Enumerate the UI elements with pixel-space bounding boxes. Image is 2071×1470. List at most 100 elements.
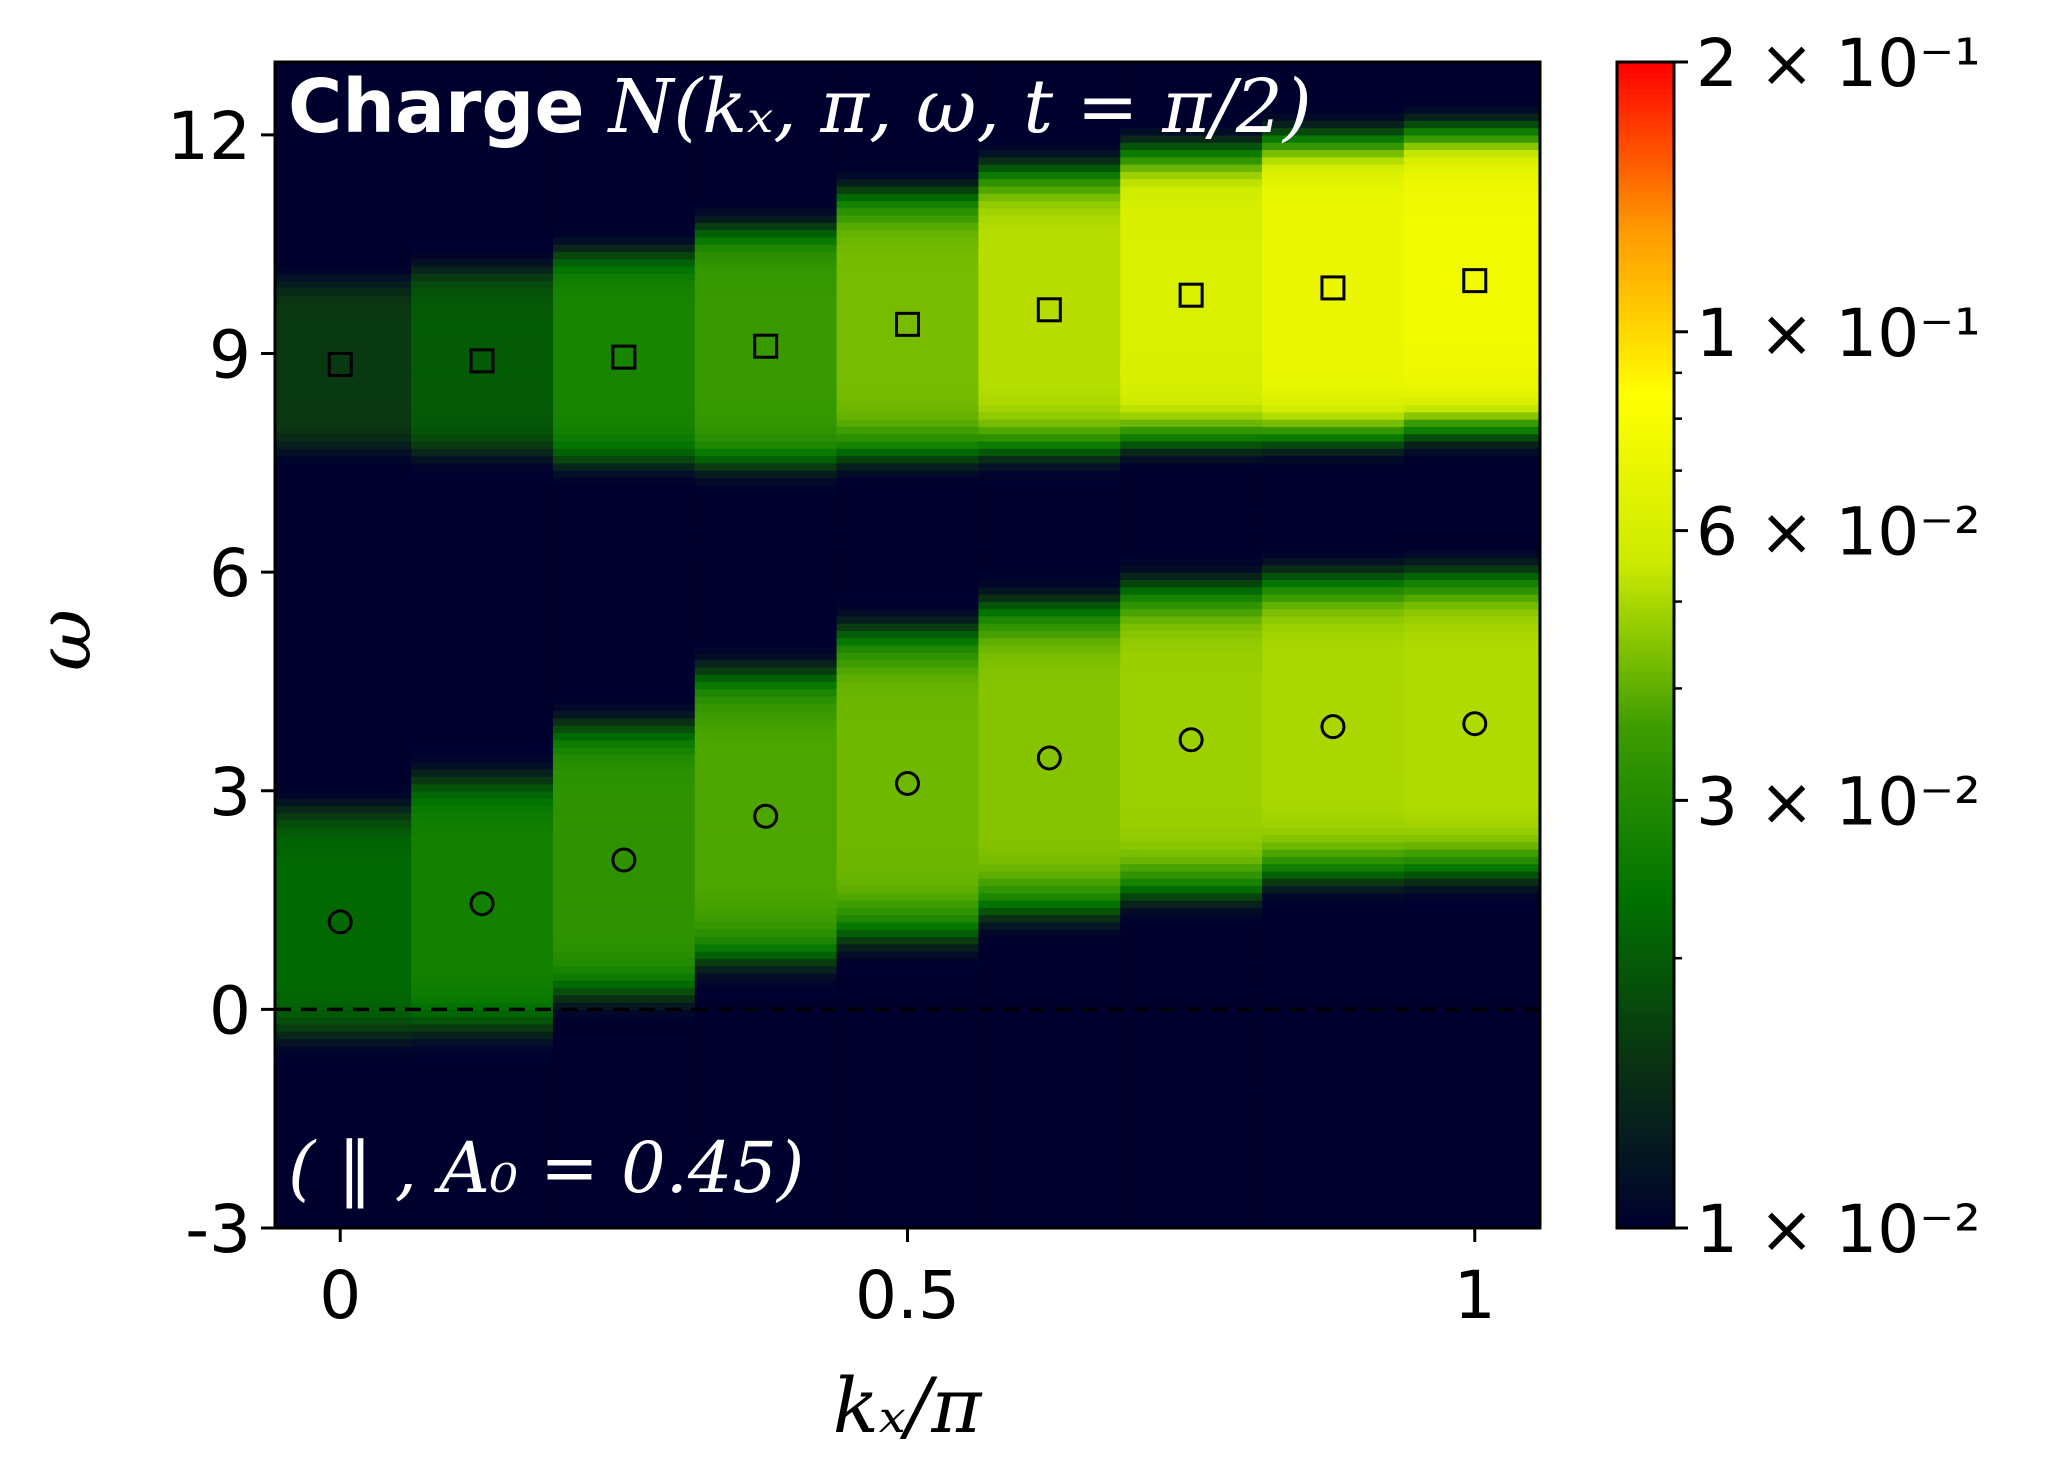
heatmap-cell [1403,1162,1540,1171]
heatmap-cell [1120,601,1263,610]
heatmap-cell [978,1220,1121,1228]
heatmap-cell [1262,426,1405,435]
heatmap-cell [836,827,980,836]
colorbar-strip [1617,470,1674,476]
circle-marker [753,803,779,829]
heatmap-cell [1403,696,1540,704]
heatmap-cell [1120,375,1263,384]
heatmap-cell [1403,659,1540,668]
colorbar-strip [1617,464,1674,471]
colorbar-strip [1617,486,1674,492]
heatmap-cell [1403,295,1540,304]
heatmap-cell [552,652,696,661]
heatmap-cell [1120,623,1263,632]
heatmap-cell [836,462,980,471]
heatmap-cell [275,841,412,850]
heatmap-cell [836,586,980,595]
heatmap-cell [1403,324,1540,333]
heatmap-cell [1262,448,1405,457]
heatmap-cell [275,69,412,78]
heatmap-cell [836,856,980,865]
heatmap-cell [1403,776,1540,785]
heatmap-cell [411,1096,554,1105]
colorbar-strip [1617,263,1674,270]
heatmap-cell [275,994,412,1003]
heatmap-cell [978,360,1121,369]
heatmap-cell [275,1169,412,1178]
heatmap-cell [978,1082,1121,1091]
heatmap-cell [1262,433,1405,442]
heatmap-cell [836,113,980,121]
heatmap-cell [411,601,554,610]
heatmap-cell [411,542,554,551]
colorbar-strip [1617,910,1674,916]
heatmap-cell [411,1089,554,1098]
heatmap-cell [978,448,1121,457]
heatmap-cell [836,1220,980,1228]
heatmap-cell [978,134,1121,143]
heatmap-cell [694,994,838,1003]
heatmap-cell [275,535,412,544]
colorbar-strip [1617,1175,1674,1181]
heatmap-cell [1403,1031,1540,1040]
colorbar-strip [1617,305,1674,312]
colorbar-strip [1617,448,1674,455]
heatmap-cell [1403,178,1540,187]
heatmap-cell [552,1133,696,1142]
heatmap-cell [275,863,412,872]
heatmap-cell [978,557,1121,566]
heatmap-cell [1403,404,1540,413]
heatmap-cell [275,659,412,668]
heatmap-cell [694,579,838,588]
heatmap-cell [1403,317,1540,325]
heatmap-cell [1262,105,1405,114]
heatmap-cell [1120,972,1263,981]
heatmap-cell [1403,878,1540,887]
heatmap-cell [978,776,1121,785]
heatmap-cell [1403,827,1540,836]
heatmap-cell [275,346,412,355]
heatmap-cell [694,178,838,187]
heatmap-cell [836,623,980,632]
heatmap-cell [694,149,838,158]
colorbar-strip [1617,194,1674,201]
heatmap-cell [1120,1089,1263,1098]
heatmap-cell [1403,1118,1540,1127]
heatmap-cell [1120,819,1263,828]
heatmap-cell [552,338,696,347]
heatmap-cell [275,790,412,799]
heatmap-cell [411,1206,554,1215]
heatmap-cell [411,1220,554,1228]
heatmap-cell [275,1206,412,1215]
heatmap-cell [1120,761,1263,770]
colorbar-tick-label: 1 × 10⁻² [1696,1191,1981,1268]
heatmap-cell [275,703,412,712]
heatmap-cell [1403,521,1540,529]
heatmap-cell [411,907,554,916]
heatmap-cell [694,921,838,930]
heatmap-cell [1262,725,1405,734]
heatmap-cell [1120,368,1263,376]
heatmap-cell [1262,863,1405,872]
heatmap-cell [275,666,412,675]
colorbar-strip [1617,1074,1674,1081]
heatmap-cell [978,550,1121,559]
heatmap-cell [978,338,1121,347]
heatmap-cell [694,849,838,857]
heatmap-cell [1403,236,1540,245]
heatmap-cell [1262,892,1405,901]
heatmap-cell [1262,134,1405,143]
heatmap-cell [1120,1016,1263,1025]
heatmap-cell [1262,1191,1405,1200]
heatmap-cell [411,593,554,602]
heatmap-cell [1403,1096,1540,1105]
heatmap-cell [1262,521,1405,529]
heatmap-cell [836,207,980,216]
heatmap-cell [694,1016,838,1025]
heatmap-cell [552,62,696,70]
heatmap-cell [411,1213,554,1222]
heatmap-cell [552,513,696,522]
heatmap-cell [978,521,1121,529]
heatmap-cell [275,455,412,464]
heatmap-cell [836,994,980,1003]
